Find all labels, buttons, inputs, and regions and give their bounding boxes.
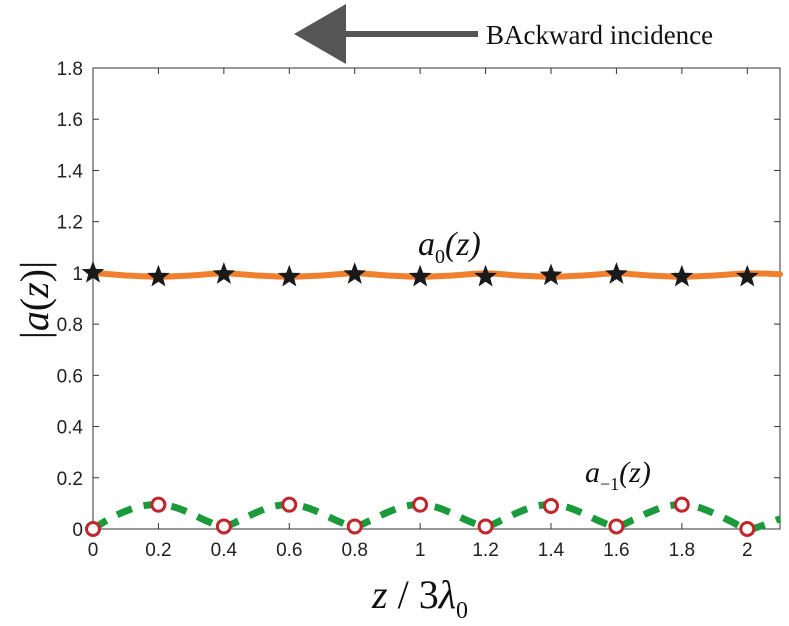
circle-marker	[412, 496, 429, 513]
circle-marker	[150, 496, 167, 513]
series-label-a-1: a−1(z)	[585, 456, 651, 494]
x-tick-label: 1.2	[472, 540, 498, 561]
x-axis: 0 0.2 0.4 0.6 0.8 1 1.2 1.4 1.6 1.8 2	[88, 68, 753, 561]
star-marker	[343, 262, 367, 284]
circle-marker	[739, 521, 756, 537]
star-marker	[147, 264, 170, 287]
star-marker	[735, 264, 759, 287]
y-tick-label: 0	[72, 520, 83, 541]
star-marker	[474, 264, 497, 287]
x-tick-label: 1	[415, 540, 426, 561]
circle-marker	[346, 518, 363, 535]
annotation-label: BAckward incidence	[486, 20, 713, 50]
arrow-head-icon	[294, 4, 346, 64]
series-label-a0: a0(z)	[418, 226, 481, 268]
star-marker	[670, 264, 694, 287]
y-tick-label: 1	[72, 264, 83, 285]
x-tick-label: 2	[742, 540, 753, 561]
plot-frame	[92, 67, 781, 530]
y-axis-label: |a(z)|	[12, 261, 57, 339]
star-marker	[539, 263, 563, 286]
y-tick-label: 0.6	[57, 366, 83, 387]
y-tick-label: 1.4	[57, 161, 84, 182]
star-marker	[212, 262, 236, 284]
backward-incidence-annotation: BAckward incidence	[294, 4, 713, 64]
x-tick-label: 1.4	[538, 540, 565, 561]
star-marker	[81, 260, 105, 283]
star-marker	[408, 264, 432, 287]
y-tick-label: 1.6	[57, 110, 83, 131]
circle-marker	[477, 518, 494, 535]
circle-marker	[281, 496, 298, 513]
star-marker	[277, 264, 301, 287]
y-tick-label: 0.2	[57, 469, 83, 490]
x-axis-label: z / 3λ0	[371, 572, 468, 624]
x-tick-label: 0.2	[145, 540, 171, 561]
y-tick-label: 0.4	[57, 418, 84, 439]
circle-marker	[608, 518, 625, 535]
circle-marker	[543, 497, 559, 514]
circle-marker	[215, 518, 232, 535]
circle-marker	[85, 521, 101, 537]
circle-marker	[673, 496, 690, 513]
x-tick-label: 0.6	[276, 540, 302, 561]
x-tick-label: 1.8	[669, 540, 695, 561]
y-tick-label: 1.2	[57, 213, 83, 234]
x-tick-label: 0	[88, 540, 99, 561]
star-marker	[605, 262, 628, 284]
series-line-1	[91, 501, 782, 533]
series-layer	[81, 260, 783, 537]
x-tick-label: 0.8	[342, 540, 368, 561]
y-axis: 0 0.2 0.4 0.6 0.8 1 1.2 1.4 1.6 1.8	[57, 59, 780, 541]
x-tick-label: 0.4	[211, 540, 238, 561]
y-tick-label: 0.8	[57, 315, 83, 336]
series-line-0	[90, 269, 783, 280]
y-tick-label: 1.8	[57, 59, 83, 80]
x-tick-label: 1.6	[603, 540, 629, 561]
